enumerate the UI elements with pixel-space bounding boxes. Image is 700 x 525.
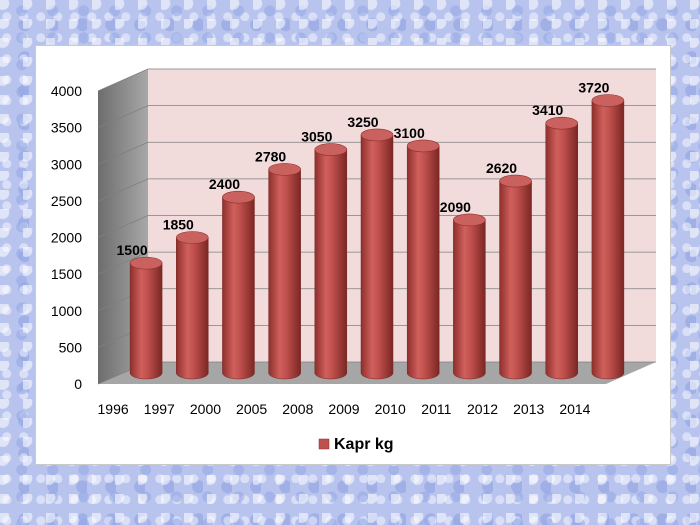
data-label: 3050 bbox=[301, 129, 332, 145]
y-tick-label: 2000 bbox=[51, 230, 82, 246]
x-tick-label: 2012 bbox=[467, 401, 498, 417]
data-label: 2090 bbox=[440, 199, 471, 215]
bar bbox=[406, 139, 440, 380]
bar-body bbox=[406, 145, 440, 380]
bar-body bbox=[222, 196, 255, 380]
bar bbox=[175, 231, 209, 380]
bar-body bbox=[591, 100, 625, 380]
bar-top bbox=[453, 213, 486, 227]
bars bbox=[129, 94, 625, 380]
x-tick-label: 2008 bbox=[282, 401, 313, 417]
bar bbox=[314, 143, 348, 380]
bar-top bbox=[222, 190, 255, 204]
x-tick-label: 2005 bbox=[236, 401, 267, 417]
data-label: 3410 bbox=[532, 102, 563, 118]
x-tick-label: 2011 bbox=[421, 401, 451, 417]
gridline bbox=[97, 251, 656, 275]
bar bbox=[129, 256, 163, 380]
bar-top bbox=[314, 143, 348, 156]
bar-body bbox=[545, 122, 578, 380]
bar-body bbox=[129, 262, 163, 380]
chart-panel: 0 500 1000 1500 2000 2500 3000 3500 4000 1500 185… bbox=[35, 45, 671, 465]
data-label: 3250 bbox=[347, 114, 378, 130]
data-label: 3720 bbox=[578, 80, 609, 96]
gridline bbox=[97, 68, 656, 92]
bar-top bbox=[499, 174, 532, 188]
bar bbox=[222, 190, 255, 380]
y-tick-label: 2500 bbox=[51, 193, 82, 209]
bar bbox=[453, 213, 486, 380]
legend-swatch bbox=[318, 438, 330, 450]
data-label: 1850 bbox=[163, 216, 194, 232]
bar bbox=[545, 116, 579, 380]
legend: Kapr kg bbox=[318, 436, 394, 453]
y-tick-label: 3000 bbox=[51, 156, 82, 172]
y-tick-label: 500 bbox=[59, 339, 83, 355]
bar-top bbox=[268, 163, 301, 176]
data-label: 1500 bbox=[117, 242, 148, 258]
x-tick-label: 1996 bbox=[98, 401, 129, 417]
bar-top bbox=[175, 231, 209, 244]
x-tick-label: 2009 bbox=[328, 401, 359, 417]
x-tick-label: 1997 bbox=[144, 401, 175, 417]
bar bbox=[499, 174, 532, 380]
bar-body bbox=[453, 219, 486, 380]
bar bbox=[591, 94, 625, 380]
bar bbox=[360, 128, 394, 380]
bar-top bbox=[406, 139, 440, 153]
data-label: 2780 bbox=[255, 148, 286, 164]
bar-body bbox=[176, 237, 209, 380]
bar-top bbox=[129, 256, 163, 270]
x-tick-label: 2013 bbox=[513, 401, 544, 417]
gridline bbox=[97, 105, 656, 128]
x-tick-label: 2000 bbox=[190, 401, 221, 417]
bar-top bbox=[591, 94, 625, 107]
y-tick-label: 3500 bbox=[51, 120, 82, 136]
bar-body bbox=[360, 134, 394, 380]
data-label: 3100 bbox=[394, 125, 425, 141]
bar-body bbox=[499, 180, 532, 380]
legend-label: Kapr kg bbox=[334, 436, 394, 453]
bar bbox=[268, 163, 301, 380]
gridline bbox=[97, 215, 656, 238]
bar-body bbox=[268, 169, 301, 380]
data-label: 2620 bbox=[486, 160, 517, 176]
x-tick-label: 2014 bbox=[559, 401, 590, 417]
data-labels: 1500 1850 2400 2780 3050 3250 3100 2090 2620 3410… bbox=[117, 80, 610, 259]
x-axis: 1996 1997 2000 2005 2008 2009 2010 2011 2012 2013… bbox=[98, 401, 591, 417]
gridline bbox=[97, 178, 656, 202]
y-tick-label: 1000 bbox=[51, 303, 82, 319]
bar-top bbox=[545, 116, 579, 130]
bar-chart: 0 500 1000 1500 2000 2500 3000 3500 4000 1500 185… bbox=[51, 68, 656, 453]
bar-top bbox=[360, 128, 394, 142]
y-axis: 0 500 1000 1500 2000 2500 3000 3500 4000 bbox=[51, 83, 82, 392]
y-tick-label: 4000 bbox=[51, 83, 82, 99]
gridline bbox=[97, 141, 656, 165]
x-tick-label: 2010 bbox=[375, 401, 406, 417]
data-label: 2400 bbox=[209, 176, 240, 192]
bar-body bbox=[314, 149, 348, 380]
y-tick-label: 1500 bbox=[51, 266, 82, 282]
y-tick-label: 0 bbox=[74, 376, 82, 392]
